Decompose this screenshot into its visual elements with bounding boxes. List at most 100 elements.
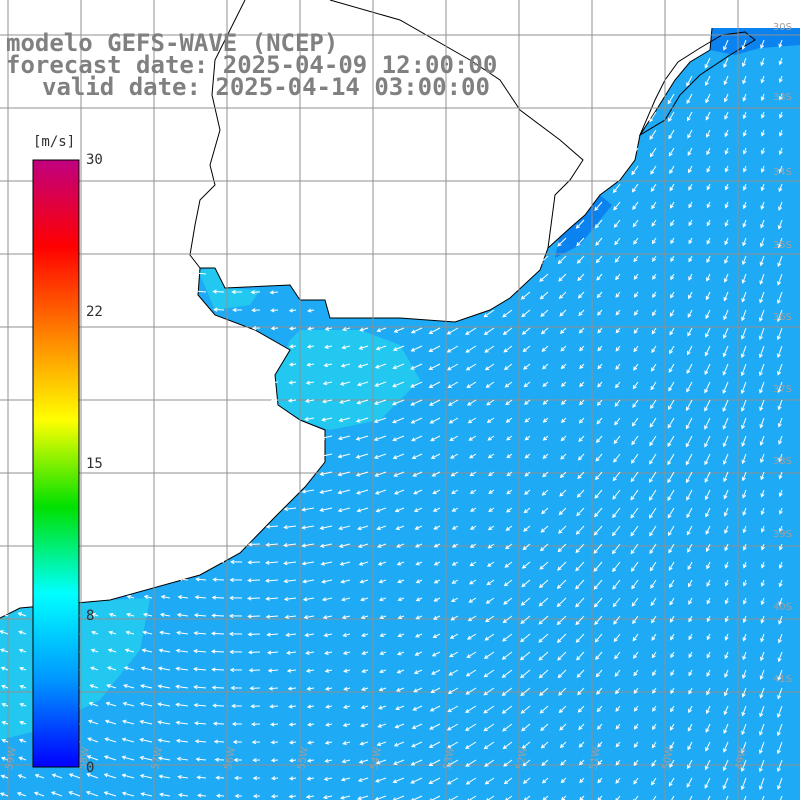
wind-arrow	[670, 651, 675, 659]
wind-arrow	[394, 507, 405, 513]
wind-arrow	[724, 183, 729, 191]
wind-arrow	[760, 219, 765, 229]
wind-arrow	[411, 435, 423, 442]
wind-arrow	[669, 309, 675, 317]
wind-arrow	[323, 362, 333, 368]
wind-arrow	[339, 561, 351, 566]
wind-arrow	[506, 489, 513, 495]
wind-arrow	[686, 93, 693, 105]
wind-arrow	[324, 686, 333, 691]
lat-label: 40S	[773, 602, 792, 613]
wind-arrow	[705, 327, 711, 338]
wind-arrow	[576, 255, 585, 264]
wind-arrow	[104, 737, 117, 743]
wind-arrow	[759, 237, 765, 248]
wind-arrow	[415, 597, 423, 602]
wind-arrow	[283, 506, 297, 512]
wind-arrow	[396, 561, 405, 566]
wind-arrow	[596, 687, 603, 695]
wind-arrow	[759, 723, 765, 736]
wind-arrow	[392, 435, 405, 442]
wind-arrow	[270, 794, 279, 799]
wind-arrow	[337, 471, 351, 477]
wind-arrow	[593, 561, 603, 572]
wind-arrow	[724, 561, 729, 569]
wind-arrow	[778, 201, 783, 211]
wind-arrow	[778, 471, 783, 480]
wind-arrow	[140, 666, 153, 671]
wind-arrow	[742, 525, 747, 534]
wind-arrow	[686, 345, 693, 356]
wind-arrow	[668, 111, 675, 122]
wind-arrow	[338, 525, 351, 531]
wind-arrow	[541, 759, 549, 766]
wind-arrow	[502, 309, 513, 318]
wind-arrow	[357, 795, 369, 800]
wind-arrow	[160, 594, 171, 600]
wind-arrow	[595, 669, 603, 678]
wind-arrow	[429, 417, 441, 424]
wind-arrow	[704, 381, 711, 394]
wind-arrow	[615, 759, 621, 766]
wind-arrow	[742, 633, 747, 642]
wind-arrow	[631, 597, 639, 607]
wind-arrow	[704, 453, 711, 466]
wind-arrow	[139, 774, 153, 779]
wind-arrow	[633, 705, 639, 712]
wind-arrow	[538, 633, 549, 643]
wind-arrow	[487, 543, 495, 549]
wind-arrow	[649, 147, 657, 158]
wind-arrow	[343, 668, 351, 673]
wind-arrow	[559, 741, 567, 749]
wind-arrow	[777, 237, 783, 249]
wind-arrow	[395, 525, 405, 530]
wind-arrow	[357, 777, 369, 782]
wind-arrow	[704, 777, 711, 789]
wind-arrow	[505, 399, 513, 406]
wind-arrow	[19, 720, 27, 725]
wind-arrow	[0, 756, 9, 761]
wind-arrow	[305, 668, 315, 673]
wind-arrow	[356, 381, 369, 387]
wind-arrow	[668, 381, 675, 392]
wind-arrow	[630, 489, 639, 501]
wind-arrow	[232, 307, 243, 313]
wind-arrow	[1, 684, 9, 689]
wind-arrow	[342, 327, 351, 332]
wind-arrow	[428, 345, 441, 353]
wind-arrow	[379, 669, 387, 674]
wind-arrow	[742, 615, 747, 624]
wind-arrow	[288, 362, 297, 367]
wind-arrow	[520, 615, 531, 624]
wind-arrow	[722, 345, 729, 358]
wind-arrow	[377, 723, 387, 728]
wind-arrow	[575, 615, 585, 626]
wind-arrow	[669, 165, 675, 174]
wind-arrow	[540, 309, 549, 317]
wind-arrow	[413, 687, 423, 693]
wind-arrow	[449, 633, 459, 639]
wind-arrow	[301, 525, 315, 530]
wind-arrow	[247, 614, 261, 619]
wind-arrow	[613, 435, 621, 445]
wind-arrow	[560, 363, 567, 370]
wind-arrow	[483, 741, 495, 750]
wind-arrow	[484, 759, 495, 767]
wind-arrow	[395, 705, 405, 711]
wind-arrow	[447, 399, 459, 406]
wind-arrow	[466, 651, 477, 659]
wind-arrow	[230, 559, 243, 565]
wind-arrow	[18, 738, 27, 743]
wind-arrow	[670, 273, 675, 281]
wind-arrow	[375, 777, 387, 783]
wind-arrow	[594, 489, 603, 499]
wind-arrow	[560, 345, 567, 352]
wind-arrow	[706, 669, 711, 677]
wind-arrow	[759, 255, 765, 267]
wind-arrow	[431, 471, 441, 477]
wind-arrow	[760, 93, 765, 102]
wind-arrow	[501, 651, 513, 660]
wind-arrow	[319, 525, 333, 530]
wind-arrow	[307, 722, 315, 727]
wind-arrow	[577, 705, 585, 713]
